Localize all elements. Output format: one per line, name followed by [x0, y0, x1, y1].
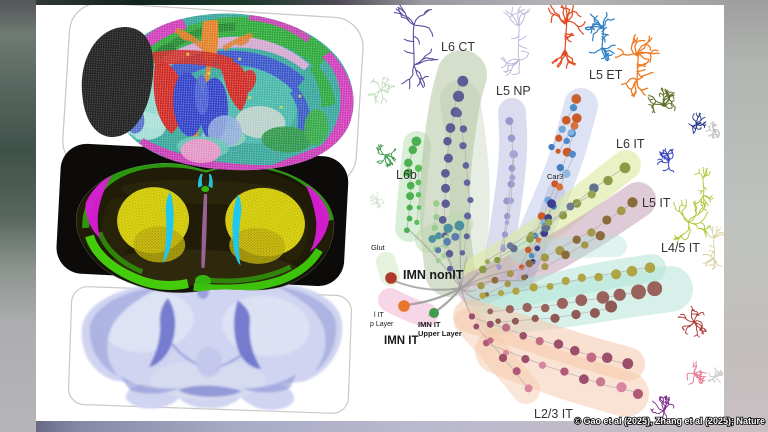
- svg-text:IMN IT: IMN IT: [384, 335, 419, 347]
- svg-text:IMN IT: IMN IT: [418, 320, 441, 329]
- svg-text:L5 ET: L5 ET: [589, 68, 623, 82]
- svg-text:L2/3 IT: L2/3 IT: [534, 407, 573, 421]
- svg-text:L5 IT: L5 IT: [642, 196, 671, 210]
- svg-text:IMN nonIT: IMN nonIT: [403, 268, 464, 282]
- svg-text:L6 IT: L6 IT: [616, 137, 645, 151]
- svg-text:L6 CT: L6 CT: [441, 40, 475, 54]
- svg-text:p Layer: p Layer: [370, 321, 394, 328]
- svg-text:© Gao et al (2025), Zhang et a: © Gao et al (2025), Zhang et al (2025); …: [574, 416, 765, 426]
- svg-text:L6b: L6b: [396, 168, 417, 182]
- svg-text:Glut: Glut: [371, 243, 386, 252]
- svg-text:L5 NP: L5 NP: [496, 84, 531, 98]
- svg-text:Upper Layer: Upper Layer: [418, 329, 462, 338]
- svg-text:L4/5 IT: L4/5 IT: [661, 241, 700, 255]
- svg-text:l IT: l IT: [374, 312, 384, 319]
- svg-text:Car3: Car3: [547, 172, 563, 181]
